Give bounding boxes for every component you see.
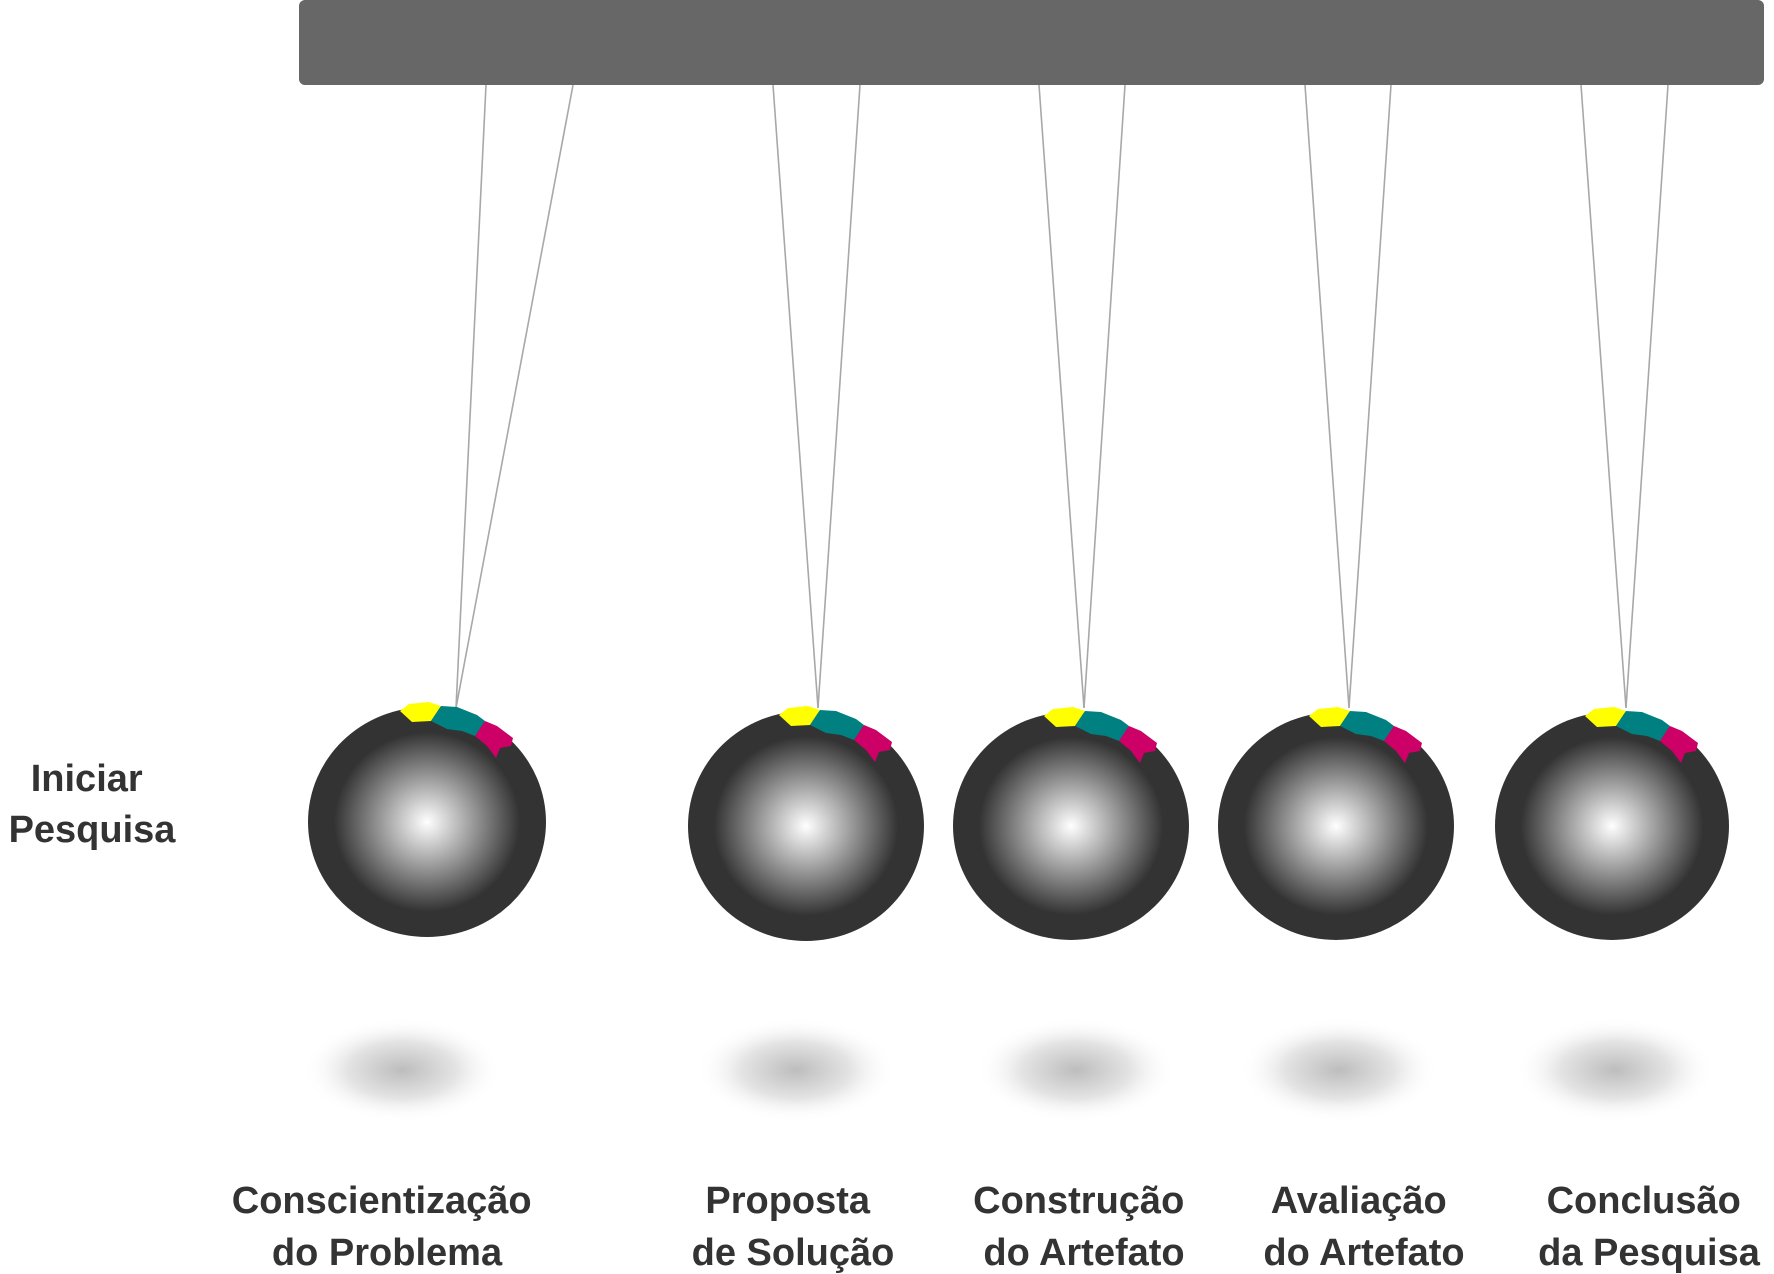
stage-label-line1: Conscientização (232, 1180, 532, 1222)
strings (455, 84, 1669, 709)
pendulum-ball (688, 706, 924, 941)
pendulum-ball (1495, 707, 1729, 940)
arrow-magenta-icon (1384, 726, 1422, 763)
start-label-line1: Iniciar (31, 758, 143, 800)
balls (308, 702, 1729, 941)
pendulum-string (1580, 84, 1627, 709)
ball-body (1495, 712, 1729, 940)
start-label: Iniciar Pesquisa (9, 758, 177, 851)
arrow-yellow-icon (779, 706, 820, 726)
ball-body (1218, 712, 1454, 940)
pendulum-string (1083, 84, 1126, 709)
stage-label-proposal: Proposta de Solução (692, 1180, 895, 1274)
stage-label-line1: Construção (973, 1180, 1184, 1222)
arrow-teal-icon (1340, 711, 1394, 741)
stage-label-line1: Avaliação (1271, 1180, 1447, 1222)
start-label-line2: Pesquisa (9, 809, 177, 851)
arrow-magenta-icon (854, 725, 892, 762)
arrow-teal-icon (431, 706, 485, 736)
stage-label-line2: de Solução (692, 1232, 895, 1274)
arrow-teal-icon (1075, 711, 1129, 741)
ball-shadow (302, 1018, 502, 1122)
arrow-magenta-icon (1660, 726, 1698, 763)
stage-label-evaluation: Avaliação do Artefato (1263, 1180, 1464, 1274)
stage-label-awareness: Conscientização do Problema (232, 1180, 542, 1274)
pendulum-string (455, 84, 574, 709)
arrow-magenta-icon (1119, 726, 1157, 763)
ball-shadow (1515, 1018, 1715, 1122)
arrow-yellow-icon (1309, 707, 1350, 727)
arrow-yellow-icon (1044, 707, 1085, 727)
cradle-top-bar (299, 0, 1764, 85)
pendulum-string (1038, 84, 1085, 709)
pendulum-string (817, 84, 861, 709)
ball-body (953, 712, 1189, 940)
ball-shadow (696, 1018, 896, 1122)
stage-label-line1: Proposta (705, 1180, 871, 1222)
stage-label-line1: Conclusão (1547, 1180, 1741, 1222)
shadows (302, 1018, 1715, 1122)
stage-label-line2: do Artefato (983, 1232, 1184, 1274)
arrow-teal-icon (1616, 711, 1670, 741)
arrow-teal-icon (810, 710, 864, 740)
arrow-yellow-icon (400, 702, 441, 722)
pendulum-string (455, 84, 487, 709)
arrow-yellow-icon (1585, 707, 1626, 727)
pendulum-string (1348, 84, 1392, 709)
pendulum-ball (1218, 707, 1454, 940)
stage-label-line2: da Pesquisa (1538, 1232, 1761, 1274)
stage-label-conclusion: Conclusão da Pesquisa (1538, 1180, 1761, 1274)
pendulum-string (772, 84, 819, 709)
ball-shadow (1239, 1018, 1439, 1122)
stage-label-line2: do Artefato (1263, 1232, 1464, 1274)
stage-label-line2: do Problema (272, 1232, 503, 1274)
pendulum-string (1304, 84, 1350, 709)
pendulum-string (1625, 84, 1669, 709)
stage-label-construction: Construção do Artefato (973, 1180, 1195, 1274)
ball-shadow (976, 1018, 1176, 1122)
ball-body (688, 711, 924, 941)
pendulum-ball (953, 707, 1189, 940)
pendulum-ball (308, 702, 546, 937)
arrow-magenta-icon (475, 721, 513, 758)
ball-body (308, 707, 546, 937)
